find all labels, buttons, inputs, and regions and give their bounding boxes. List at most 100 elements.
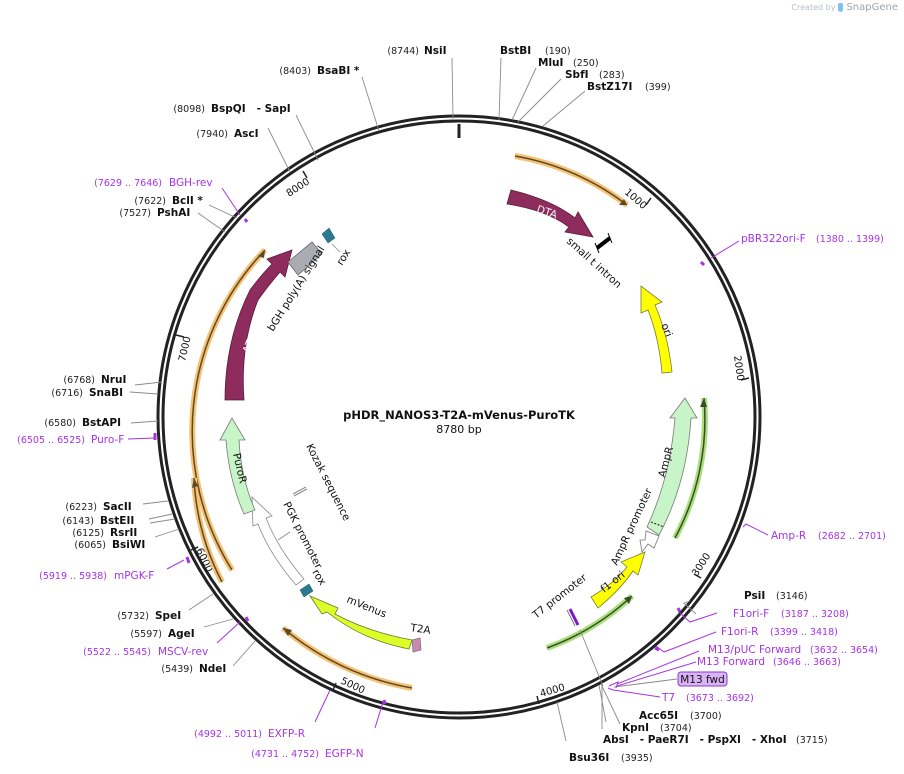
feature-ampr[interactable]: AmpR [646, 397, 698, 536]
svg-text:small t intron: small t intron [564, 235, 624, 291]
svg-text:PshAI: PshAI [157, 207, 190, 219]
enzyme-bspqi-sapi[interactable]: (8098) BspQI - SapI [173, 103, 290, 115]
feature-ori[interactable]: ori [640, 285, 674, 374]
svg-text:F1ori-F: F1ori-F [733, 608, 769, 620]
primer-mscv-rev[interactable]: (5522 .. 5545) MSCV-rev [83, 646, 208, 658]
enzyme-acc65i[interactable]: Acc65I (3700) [639, 710, 722, 722]
tick-2000: 2000 [731, 355, 750, 382]
enzyme-bsteii[interactable]: (6143) BstEII [62, 515, 134, 527]
svg-text:(4731 .. 4752): (4731 .. 4752) [251, 749, 319, 760]
enzyme-bstz17i[interactable]: BstZ17I (399) [587, 81, 671, 93]
svg-text:(6143): (6143) [62, 516, 94, 527]
enzyme-psii[interactable]: PsiI (3146) [744, 590, 808, 602]
svg-text:(6065): (6065) [74, 540, 106, 551]
primer-pbr322ori-f[interactable]: pBR322ori-F (1380 .. 1399) [741, 233, 884, 245]
svg-text:(6125): (6125) [72, 528, 104, 539]
svg-text:(7527): (7527) [119, 208, 151, 219]
enzyme-spei[interactable]: (5732) SpeI [117, 610, 181, 622]
svg-text:(3146): (3146) [776, 591, 808, 602]
svg-text:SnaBI: SnaBI [89, 387, 123, 399]
svg-text:BstEII: BstEII [100, 515, 134, 527]
enzyme-ndei[interactable]: (5439) NdeI [161, 663, 226, 675]
enzyme-mlui[interactable]: MluI (250) [538, 57, 599, 69]
svg-text:(7622): (7622) [134, 196, 166, 207]
primer-f1ori-f[interactable]: F1ori-F (3187 .. 3208) [733, 608, 849, 620]
enzyme-leaders [129, 57, 697, 742]
svg-text:mVenus: mVenus [345, 594, 388, 621]
feature-bgh-polya[interactable]: bGH poly(A) signal [265, 241, 327, 334]
enzyme-agei[interactable]: (5597) AgeI [130, 628, 194, 640]
enzyme-sacii[interactable]: (6223) SacII [65, 501, 131, 513]
enzyme-pshai[interactable]: (7527) PshAI [119, 207, 190, 219]
enzyme-nsii[interactable]: (8744) NsiI [387, 45, 446, 57]
enzyme-bsabi[interactable]: (8403) BsaBI * [279, 65, 359, 77]
feature-mvenus[interactable]: mVenus [308, 594, 413, 650]
feature-f1-ori[interactable]: f1 ori [590, 551, 646, 609]
feature-small-t-intron[interactable]: small t intron [564, 232, 624, 291]
svg-text:NdeI: NdeI [199, 663, 226, 675]
svg-text:(7629 .. 7646): (7629 .. 7646) [94, 178, 162, 189]
feature-rox-top[interactable]: rox [321, 227, 353, 268]
svg-text:(2682 .. 2701): (2682 .. 2701) [818, 531, 886, 542]
svg-text:T7: T7 [661, 692, 675, 704]
svg-text:(3935): (3935) [621, 753, 653, 764]
feature-dtk[interactable]: ΔTK [224, 249, 293, 401]
svg-text:(6716): (6716) [51, 388, 83, 399]
primer-m13-puc-forward[interactable]: M13/pUC Forward (3632 .. 3654) [708, 644, 878, 656]
feature-puror[interactable]: PuroR [219, 417, 256, 515]
feature-t2a[interactable]: T2A [409, 622, 433, 653]
svg-text:(3715): (3715) [796, 735, 828, 746]
feature-rox-bottom[interactable]: rox [299, 567, 328, 598]
enzyme-absi-paer7i-pspxi-xhoi[interactable]: AbsI - PaeR7I - PspXI - XhoI (3715) [603, 734, 828, 746]
svg-text:MluI: MluI [538, 57, 563, 69]
primer-bgh-rev[interactable]: (7629 .. 7646) BGH-rev [94, 177, 212, 189]
svg-text:ori: ori [658, 322, 674, 339]
svg-text:EGFP-N: EGFP-N [325, 748, 364, 760]
svg-text:BsiWI: BsiWI [112, 539, 145, 551]
feature-dta[interactable]: DTA [506, 189, 594, 238]
primer-m13-forward[interactable]: M13 Forward (3646 .. 3663) [697, 656, 841, 668]
enzyme-rsrii[interactable]: (6125) RsrII [72, 527, 137, 539]
primer-exfp-r[interactable]: (4992 .. 5011) EXFP-R [194, 728, 305, 740]
svg-text:(6223): (6223) [65, 502, 97, 513]
backbone [156, 114, 762, 720]
primer-t7[interactable]: T7 (3673 .. 3692) [661, 692, 754, 704]
enzyme-nrui[interactable]: (6768) NruI [63, 374, 126, 386]
primer-egfp-n[interactable]: (4731 .. 4752) EGFP-N [251, 748, 363, 760]
svg-text:(5439): (5439) [161, 664, 193, 675]
enzyme-kpni[interactable]: KpnI (3704) [622, 722, 692, 734]
svg-text:7000: 7000 [177, 335, 193, 362]
enzyme-bstapi[interactable]: (6580) BstAPI [44, 417, 121, 429]
svg-text:AscI: AscI [234, 128, 259, 140]
enzyme-sbfi[interactable]: SbfI (283) [565, 69, 625, 81]
svg-text:RsrII: RsrII [110, 527, 137, 539]
enzyme-labels: (8744) NsiI BstBI (190) MluI (250) SbfI (283… [44, 45, 827, 764]
svg-text:BGH-rev: BGH-rev [169, 177, 213, 189]
svg-text:(7940): (7940) [196, 129, 228, 140]
feature-kozak[interactable]: Kozak sequence [292, 442, 352, 523]
enzyme-bsiwi[interactable]: (6065) BsiWI [74, 539, 145, 551]
svg-text:Kozak sequence: Kozak sequence [303, 442, 352, 523]
m13-fwd-box[interactable]: M13 fwd [677, 671, 728, 687]
primer-amp-r[interactable]: Amp-R (2682 .. 2701) [771, 530, 886, 542]
svg-text:(250): (250) [573, 58, 599, 69]
primer-puro-f[interactable]: (6505 .. 6525) Puro-F [17, 434, 124, 446]
svg-text:(8403): (8403) [279, 66, 311, 77]
svg-text:BspQI - SapI: BspQI - SapI [211, 103, 291, 115]
enzyme-snabi[interactable]: (6716) SnaBI [51, 387, 123, 399]
svg-text:M13/pUC Forward: M13/pUC Forward [708, 644, 801, 656]
enzyme-bsu36i[interactable]: Bsu36I (3935) [569, 752, 653, 764]
svg-text:(1380 .. 1399): (1380 .. 1399) [816, 234, 884, 245]
primer-f1ori-r[interactable]: F1ori-R (3399 .. 3418) [721, 626, 838, 638]
svg-text:(3187 .. 3208): (3187 .. 3208) [781, 609, 849, 620]
enzyme-asci[interactable]: (7940) AscI [196, 128, 258, 140]
svg-text:mPGK-F: mPGK-F [114, 570, 154, 582]
enzyme-bcli[interactable]: (7622) BclI * [134, 195, 203, 207]
feature-t7-promoter[interactable]: T7 promoter [530, 571, 590, 627]
svg-text:SacII: SacII [103, 501, 132, 513]
enzyme-bstbi[interactable]: BstBI (190) [500, 45, 571, 57]
primer-mpgk-f[interactable]: (5919 .. 5938) mPGK-F [39, 570, 154, 582]
svg-text:T2A: T2A [409, 622, 433, 637]
features: DTA small t intron ori AmpR AmpR promote… [219, 189, 698, 653]
svg-text:(3646 .. 3663): (3646 .. 3663) [773, 657, 841, 668]
